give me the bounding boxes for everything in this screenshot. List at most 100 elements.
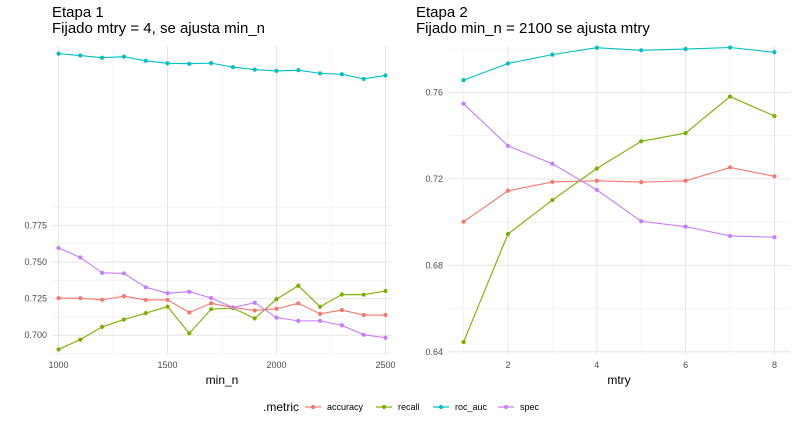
legend-key-point: [503, 404, 509, 410]
data-point: [121, 317, 127, 322]
data-point: [143, 285, 148, 290]
legend-key-point: [381, 404, 387, 410]
data-point: [461, 219, 466, 224]
data-point: [252, 308, 257, 313]
data-point: [165, 61, 170, 66]
x-tick-label: 8: [772, 360, 777, 370]
legend-label: recall: [398, 402, 420, 412]
data-point: [296, 318, 301, 323]
series-accuracy: [56, 294, 388, 318]
data-point: [56, 347, 61, 352]
data-point: [187, 310, 192, 315]
data-point: [56, 296, 61, 301]
data-point: [772, 235, 777, 240]
data-point: [121, 271, 127, 276]
data-point: [121, 294, 127, 299]
data-point: [383, 312, 388, 318]
x-tick-label: 2000: [266, 360, 286, 370]
y-tick-label: 0.750: [24, 257, 47, 267]
data-point: [339, 292, 344, 297]
chart-title: Etapa 1: [52, 4, 104, 21]
data-point: [461, 101, 466, 106]
legend-label: accuracy: [327, 402, 364, 412]
y-tick-label: 0.725: [24, 294, 47, 304]
legend-item-recall: recall: [376, 402, 420, 412]
data-point: [461, 339, 466, 345]
data-point: [230, 305, 235, 310]
grid: [448, 46, 790, 355]
data-point: [274, 315, 279, 320]
series-line: [463, 166, 775, 223]
data-point: [317, 318, 323, 323]
series-accuracy: [461, 165, 777, 224]
series-line: [58, 53, 386, 80]
data-point: [165, 291, 170, 296]
data-point: [383, 73, 388, 78]
data-point: [317, 304, 323, 309]
legend-item-roc-auc: roc_auc: [433, 402, 488, 412]
y-tick-label: 0.72: [425, 174, 443, 184]
data-point: [361, 332, 366, 337]
data-point: [727, 165, 733, 170]
data-point: [505, 61, 511, 66]
data-point: [383, 288, 388, 294]
data-point: [296, 301, 301, 306]
data-point: [339, 323, 344, 328]
data-point: [683, 130, 688, 136]
chart-title: Etapa 2: [416, 4, 468, 21]
y-tick-label: 0.64: [425, 347, 443, 357]
series-recall: [461, 94, 777, 345]
data-point: [209, 301, 214, 306]
data-point: [56, 51, 61, 56]
data-point: [296, 283, 301, 288]
data-point: [143, 297, 148, 303]
data-point: [505, 231, 511, 237]
data-point: [772, 174, 777, 179]
series-roc-auc: [56, 51, 388, 82]
data-point: [361, 292, 366, 297]
data-point: [727, 94, 733, 99]
data-point: [639, 180, 644, 185]
data-point: [550, 161, 555, 166]
legend-label: roc_auc: [455, 402, 488, 412]
data-point: [683, 46, 688, 52]
chart-subtitle: Fijado min_n = 2100 se ajusta mtry: [416, 20, 650, 37]
data-point: [550, 52, 555, 57]
data-point: [772, 113, 777, 119]
data-point: [274, 68, 279, 73]
data-point: [209, 295, 214, 301]
legend-title: .metric: [263, 400, 299, 414]
data-point: [505, 188, 511, 193]
data-point: [100, 55, 105, 60]
data-point: [100, 297, 105, 302]
data-point: [383, 335, 388, 340]
x-tick-label: 4: [594, 360, 599, 370]
data-point: [78, 255, 83, 260]
data-point: [339, 307, 344, 313]
chart-subtitle: Fijado mtry = 4, se ajusta min_n: [52, 20, 265, 37]
data-point: [78, 53, 83, 58]
legend: .metric accuracy recall roc_auc spec: [263, 400, 540, 414]
data-point: [252, 316, 257, 321]
data-point: [187, 61, 192, 66]
series-line: [463, 95, 775, 343]
series-roc-auc: [461, 45, 777, 83]
x-axis-label: mtry: [607, 373, 630, 387]
x-tick-label: 1500: [157, 360, 177, 370]
data-point: [252, 300, 257, 305]
series-line: [463, 103, 775, 238]
data-point: [639, 219, 644, 224]
series-recall: [56, 283, 388, 352]
series-line: [58, 295, 386, 316]
data-point: [339, 72, 344, 77]
y-tick-label: 0.700: [24, 330, 47, 340]
y-tick-label: 0.68: [425, 260, 443, 270]
data-point: [683, 224, 688, 229]
data-point: [594, 178, 599, 183]
y-tick-label: 0.76: [425, 87, 443, 97]
x-tick-label: 2500: [375, 360, 395, 370]
legend-label: spec: [520, 402, 540, 412]
data-point: [143, 58, 148, 63]
